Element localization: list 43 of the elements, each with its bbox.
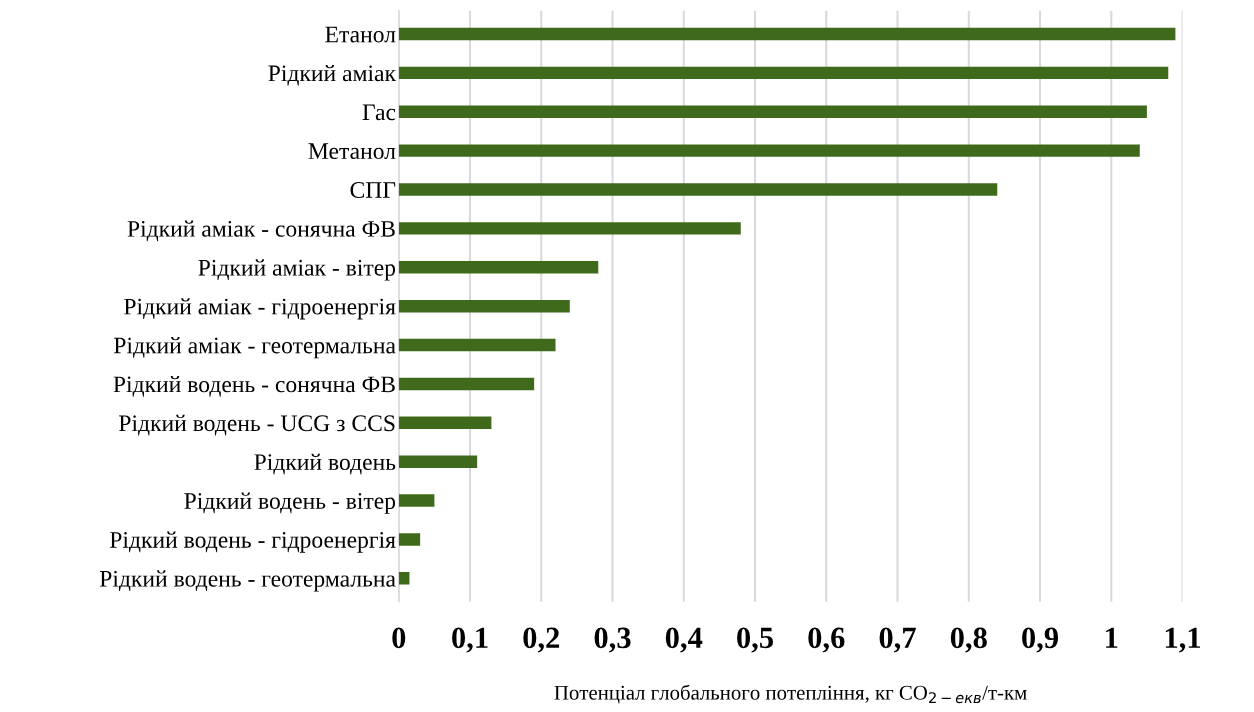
y-tick-label: Рідкий аміак - гідроенергія xyxy=(124,298,396,320)
x-tick-label: 0,7 xyxy=(879,627,916,653)
x-tick-label: 1 xyxy=(1106,627,1118,648)
y-tick-label: Рідкий водень xyxy=(254,453,396,475)
bar xyxy=(398,416,492,430)
x-tick-label: 0,4 xyxy=(665,627,703,653)
x-tick-label: 0,6 xyxy=(808,627,845,653)
y-tick-label: Рідкий водень - сонячна ФВ xyxy=(113,375,395,397)
y-tick-label: Гас xyxy=(362,104,396,121)
x-tick-label: 0,3 xyxy=(594,627,631,653)
bar xyxy=(398,183,998,196)
y-tick-label: Метанол xyxy=(308,143,396,160)
bar xyxy=(398,494,435,507)
y-tick-label: Рідкий водень - вітер xyxy=(184,492,396,514)
bar xyxy=(398,377,535,391)
x-tick-label: 0,2 xyxy=(523,627,560,653)
x-axis-title: Потенціал глобального потепління, кг CO$_{2−екв}$/т-км xyxy=(554,684,1027,704)
y-tick-label: Рідкий аміак - вітер xyxy=(198,259,396,281)
y-tick-label: Рідкий аміак - геотермальна xyxy=(114,337,396,359)
bar xyxy=(398,144,1140,157)
x-tick-label: 0 xyxy=(392,627,406,649)
y-tick-label: СПГ xyxy=(350,182,396,198)
x-tick-label: 0,8 xyxy=(950,627,987,653)
y-tick-label: Рідкий водень - геотермальна xyxy=(99,570,396,592)
x-tick-label: 1,1 xyxy=(1165,627,1201,653)
y-tick-label: Рідкий водень - гідроенергія xyxy=(109,531,396,553)
bar xyxy=(398,261,599,274)
bar xyxy=(398,105,1147,118)
bar xyxy=(398,338,556,352)
bar xyxy=(398,66,1169,80)
bar xyxy=(398,299,570,313)
y-tick-label: Рідкий аміак - сонячна ФВ xyxy=(127,220,395,242)
bar xyxy=(398,27,1176,41)
bar xyxy=(398,455,478,468)
bar xyxy=(398,572,410,585)
x-tick-label: 0,9 xyxy=(1022,627,1059,653)
y-tick-label: Рідкий аміак xyxy=(268,64,397,86)
bar xyxy=(398,533,421,546)
bar xyxy=(398,222,741,235)
x-tick-label: 0,5 xyxy=(737,627,773,653)
x-tick-label: 0,1 xyxy=(452,627,488,653)
y-tick-label: Етанол xyxy=(325,26,396,43)
y-tick-label: Рідкий водень - UCG з CCS xyxy=(119,414,395,436)
